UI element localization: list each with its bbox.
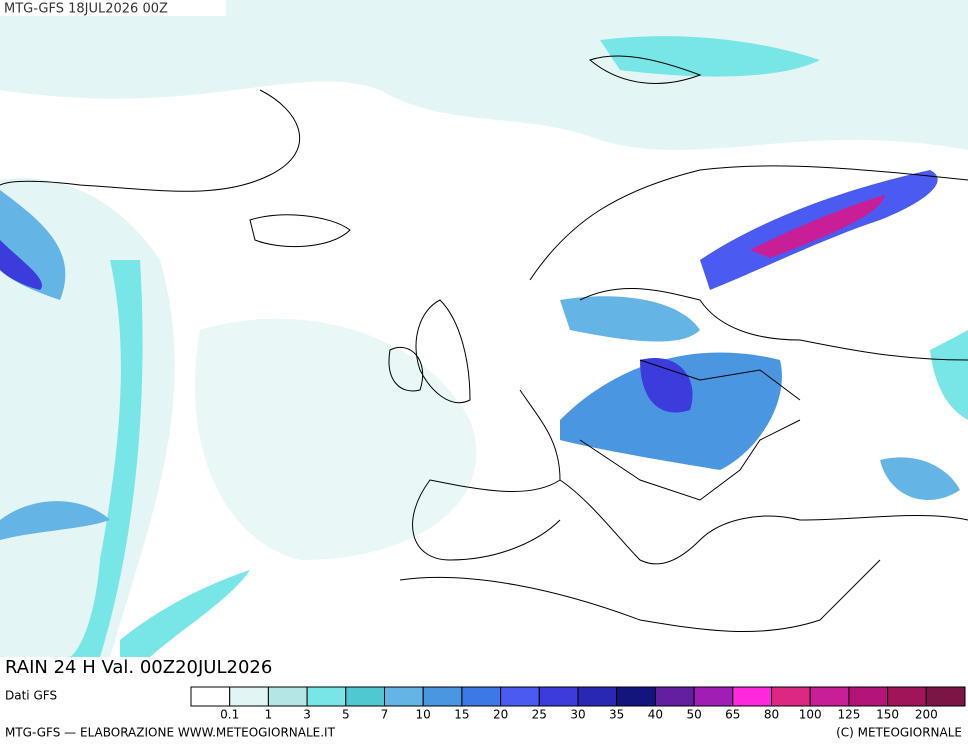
legend-swatch <box>229 686 269 707</box>
legend-label: 80 <box>764 708 779 722</box>
legend-swatch <box>422 686 463 707</box>
map-title: RAIN 24 H Val. 00Z20JUL2026 <box>5 657 272 678</box>
legend: 0.1 1 3 5 7 10 15 20 25 30 35 40 50 65 80 100 125 150 200 <box>190 686 966 722</box>
footer-right: (C) METEOGIORNALE <box>836 726 962 740</box>
legend-label: 15 <box>454 708 469 722</box>
legend-swatch <box>654 686 695 707</box>
legend-swatch <box>538 686 579 707</box>
legend-source: Dati GFS <box>5 689 57 703</box>
legend-swatch <box>809 686 850 707</box>
legend-label: 3 <box>303 708 311 722</box>
map <box>0 0 968 658</box>
legend-swatch <box>190 686 231 707</box>
legend-label: 20 <box>493 708 508 722</box>
legend-label: 150 <box>876 708 899 722</box>
legend-swatch <box>887 686 927 707</box>
legend-swatch <box>384 686 424 707</box>
legend-swatch <box>577 686 618 707</box>
legend-label: 5 <box>342 708 350 722</box>
legend-label: 0.1 <box>220 708 239 722</box>
legend-label: 35 <box>609 708 624 722</box>
legend-swatch <box>771 686 811 707</box>
legend-label: 25 <box>532 708 547 722</box>
legend-label: 30 <box>570 708 585 722</box>
legend-label: 200 <box>915 708 938 722</box>
legend-swatch <box>267 686 308 707</box>
legend-label: 7 <box>381 708 389 722</box>
legend-label: 100 <box>799 708 822 722</box>
legend-label: 125 <box>837 708 860 722</box>
header-bg <box>0 0 226 16</box>
title-bg <box>0 657 968 684</box>
legend-label: 65 <box>725 708 740 722</box>
legend-swatch <box>616 686 656 707</box>
legend-label: 40 <box>648 708 663 722</box>
legend-swatch <box>732 686 772 707</box>
footer-left: MTG-GFS — ELABORAZIONE WWW.METEOGIORNALE… <box>5 726 336 740</box>
legend-swatch <box>925 686 966 707</box>
run-label: MTG-GFS 18JUL2026 00Z <box>4 2 168 17</box>
legend-label: 1 <box>265 708 273 722</box>
legend-swatch <box>345 686 385 707</box>
legend-swatch <box>848 686 889 707</box>
legend-swatch <box>461 686 502 707</box>
legend-swatch <box>500 686 540 707</box>
legend-label: 50 <box>686 708 701 722</box>
legend-label: 10 <box>416 708 431 722</box>
legend-swatch <box>693 686 734 707</box>
legend-swatch <box>306 686 347 707</box>
